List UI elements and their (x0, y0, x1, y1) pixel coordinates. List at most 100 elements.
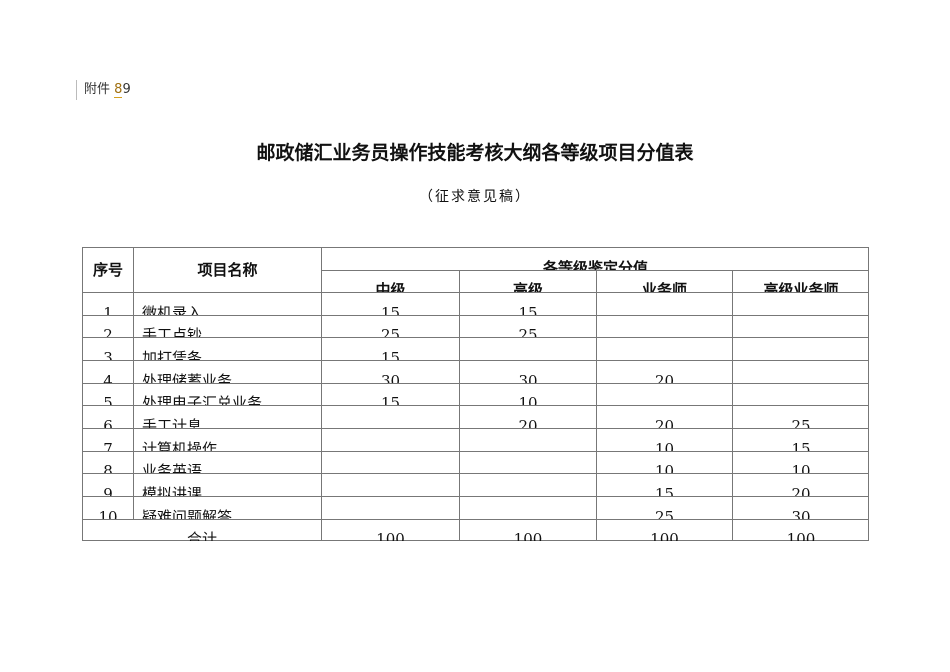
row-value (733, 361, 869, 384)
row-value-text: 10 (518, 394, 538, 406)
row-name: 处理电子汇兑业务 (134, 384, 322, 406)
attachment-number-b: 9 (122, 82, 131, 97)
row-value-text: 20 (791, 485, 811, 497)
header-group-text: 各等级鉴定分值 (542, 259, 648, 271)
header-group: 各等级鉴定分值 (322, 248, 869, 271)
row-seq: 3 (83, 338, 134, 361)
row-name-text: 处理储蓄业务 (142, 372, 233, 384)
header-level-text: 业务师 (641, 281, 687, 293)
header-name-text: 项目名称 (197, 261, 258, 279)
row-value-text: 10 (791, 462, 811, 474)
row-value (460, 338, 597, 361)
row-name: 手工点钞 (134, 316, 322, 338)
row-value: 10 (733, 452, 869, 474)
row-seq: 7 (83, 429, 134, 452)
row-value (733, 338, 869, 361)
row-value (322, 429, 460, 452)
row-name: 手工计息 (134, 406, 322, 429)
row-value: 10 (597, 429, 733, 452)
row-name-text: 微机录入 (142, 304, 203, 316)
row-seq: 5 (83, 384, 134, 406)
row-value: 15 (460, 293, 597, 316)
row-value-text: 15 (791, 440, 811, 452)
header-level-text: 中级 (375, 281, 406, 293)
row-value-text: 30 (518, 372, 538, 384)
total-value-text: 100 (650, 530, 679, 541)
row-value: 15 (733, 429, 869, 452)
row-value: 20 (597, 406, 733, 429)
row-name-text: 手工计息 (142, 417, 203, 429)
row-seq-text: 1 (103, 304, 113, 316)
row-name: 处理储蓄业务 (134, 361, 322, 384)
total-value-text: 100 (376, 530, 405, 541)
row-value-text: 15 (380, 394, 401, 406)
row-name-text: 疑难问题解答 (142, 508, 233, 520)
row-value-text: 20 (654, 417, 675, 429)
total-value: 100 (597, 520, 733, 541)
row-value: 20 (460, 406, 597, 429)
row-value: 30 (322, 361, 460, 384)
row-seq: 10 (83, 497, 134, 520)
attachment-label: 附件 89 (76, 80, 131, 100)
row-seq-text: 3 (103, 349, 113, 361)
row-value-text: 15 (518, 304, 538, 316)
document-subtitle: （征求意见稿） (419, 189, 531, 205)
row-value (733, 293, 869, 316)
row-name: 微机录入 (134, 293, 322, 316)
row-value-text: 20 (518, 417, 538, 429)
row-name: 疑难问题解答 (134, 497, 322, 520)
attachment-text: 附件 (84, 82, 111, 97)
row-value (322, 474, 460, 497)
row-value: 25 (322, 316, 460, 338)
row-name-text: 加打凭条 (142, 349, 203, 361)
row-value: 25 (733, 406, 869, 429)
row-value: 30 (460, 361, 597, 384)
header-level: 高级业务师 (733, 271, 869, 293)
row-value (460, 497, 597, 520)
attachment-number-a: 8 (114, 82, 123, 98)
row-value: 20 (597, 361, 733, 384)
row-value: 15 (597, 474, 733, 497)
row-name: 加打凭条 (134, 338, 322, 361)
row-seq: 9 (83, 474, 134, 497)
row-value-text: 10 (654, 440, 675, 452)
row-name-text: 处理电子汇兑业务 (142, 394, 263, 406)
row-value-text: 30 (791, 508, 811, 520)
row-name-text: 业务英语 (142, 462, 203, 474)
row-seq-text: 2 (103, 326, 113, 338)
row-name-text: 计算机操作 (142, 440, 218, 452)
row-value-text: 25 (518, 326, 538, 338)
header-level-text: 高级 (512, 281, 543, 293)
row-value (460, 452, 597, 474)
total-value: 100 (322, 520, 460, 541)
row-value: 25 (597, 497, 733, 520)
row-value: 25 (460, 316, 597, 338)
row-value (460, 429, 597, 452)
row-value (597, 338, 733, 361)
row-value (322, 406, 460, 429)
row-value (597, 316, 733, 338)
header-level: 业务师 (597, 271, 733, 293)
header-seq-text: 序号 (92, 261, 123, 279)
header-level-text: 高级业务师 (763, 281, 839, 293)
row-value (597, 293, 733, 316)
row-name-text: 模拟讲课 (142, 485, 203, 497)
row-value: 15 (322, 293, 460, 316)
row-value-text: 15 (380, 349, 401, 361)
row-name: 模拟讲课 (134, 474, 322, 497)
row-value-text: 25 (380, 326, 401, 338)
row-name: 业务英语 (134, 452, 322, 474)
row-seq-text: 7 (103, 440, 113, 452)
row-value-text: 15 (654, 485, 675, 497)
row-value (322, 497, 460, 520)
header-name: 项目名称 (134, 248, 322, 293)
row-seq-text: 4 (103, 372, 113, 384)
total-value-text: 100 (786, 530, 816, 541)
row-value: 20 (733, 474, 869, 497)
header-level: 中级 (322, 271, 460, 293)
row-value: 10 (597, 452, 733, 474)
row-value-text: 10 (654, 462, 675, 474)
row-name-text: 手工点钞 (142, 326, 203, 338)
score-table: 序号 项目名称 各等级鉴定分值 中级 高级 业务师 高级业务师 1 微机录入 15 15 2 手工点钞 2… (82, 247, 869, 541)
row-value (733, 316, 869, 338)
